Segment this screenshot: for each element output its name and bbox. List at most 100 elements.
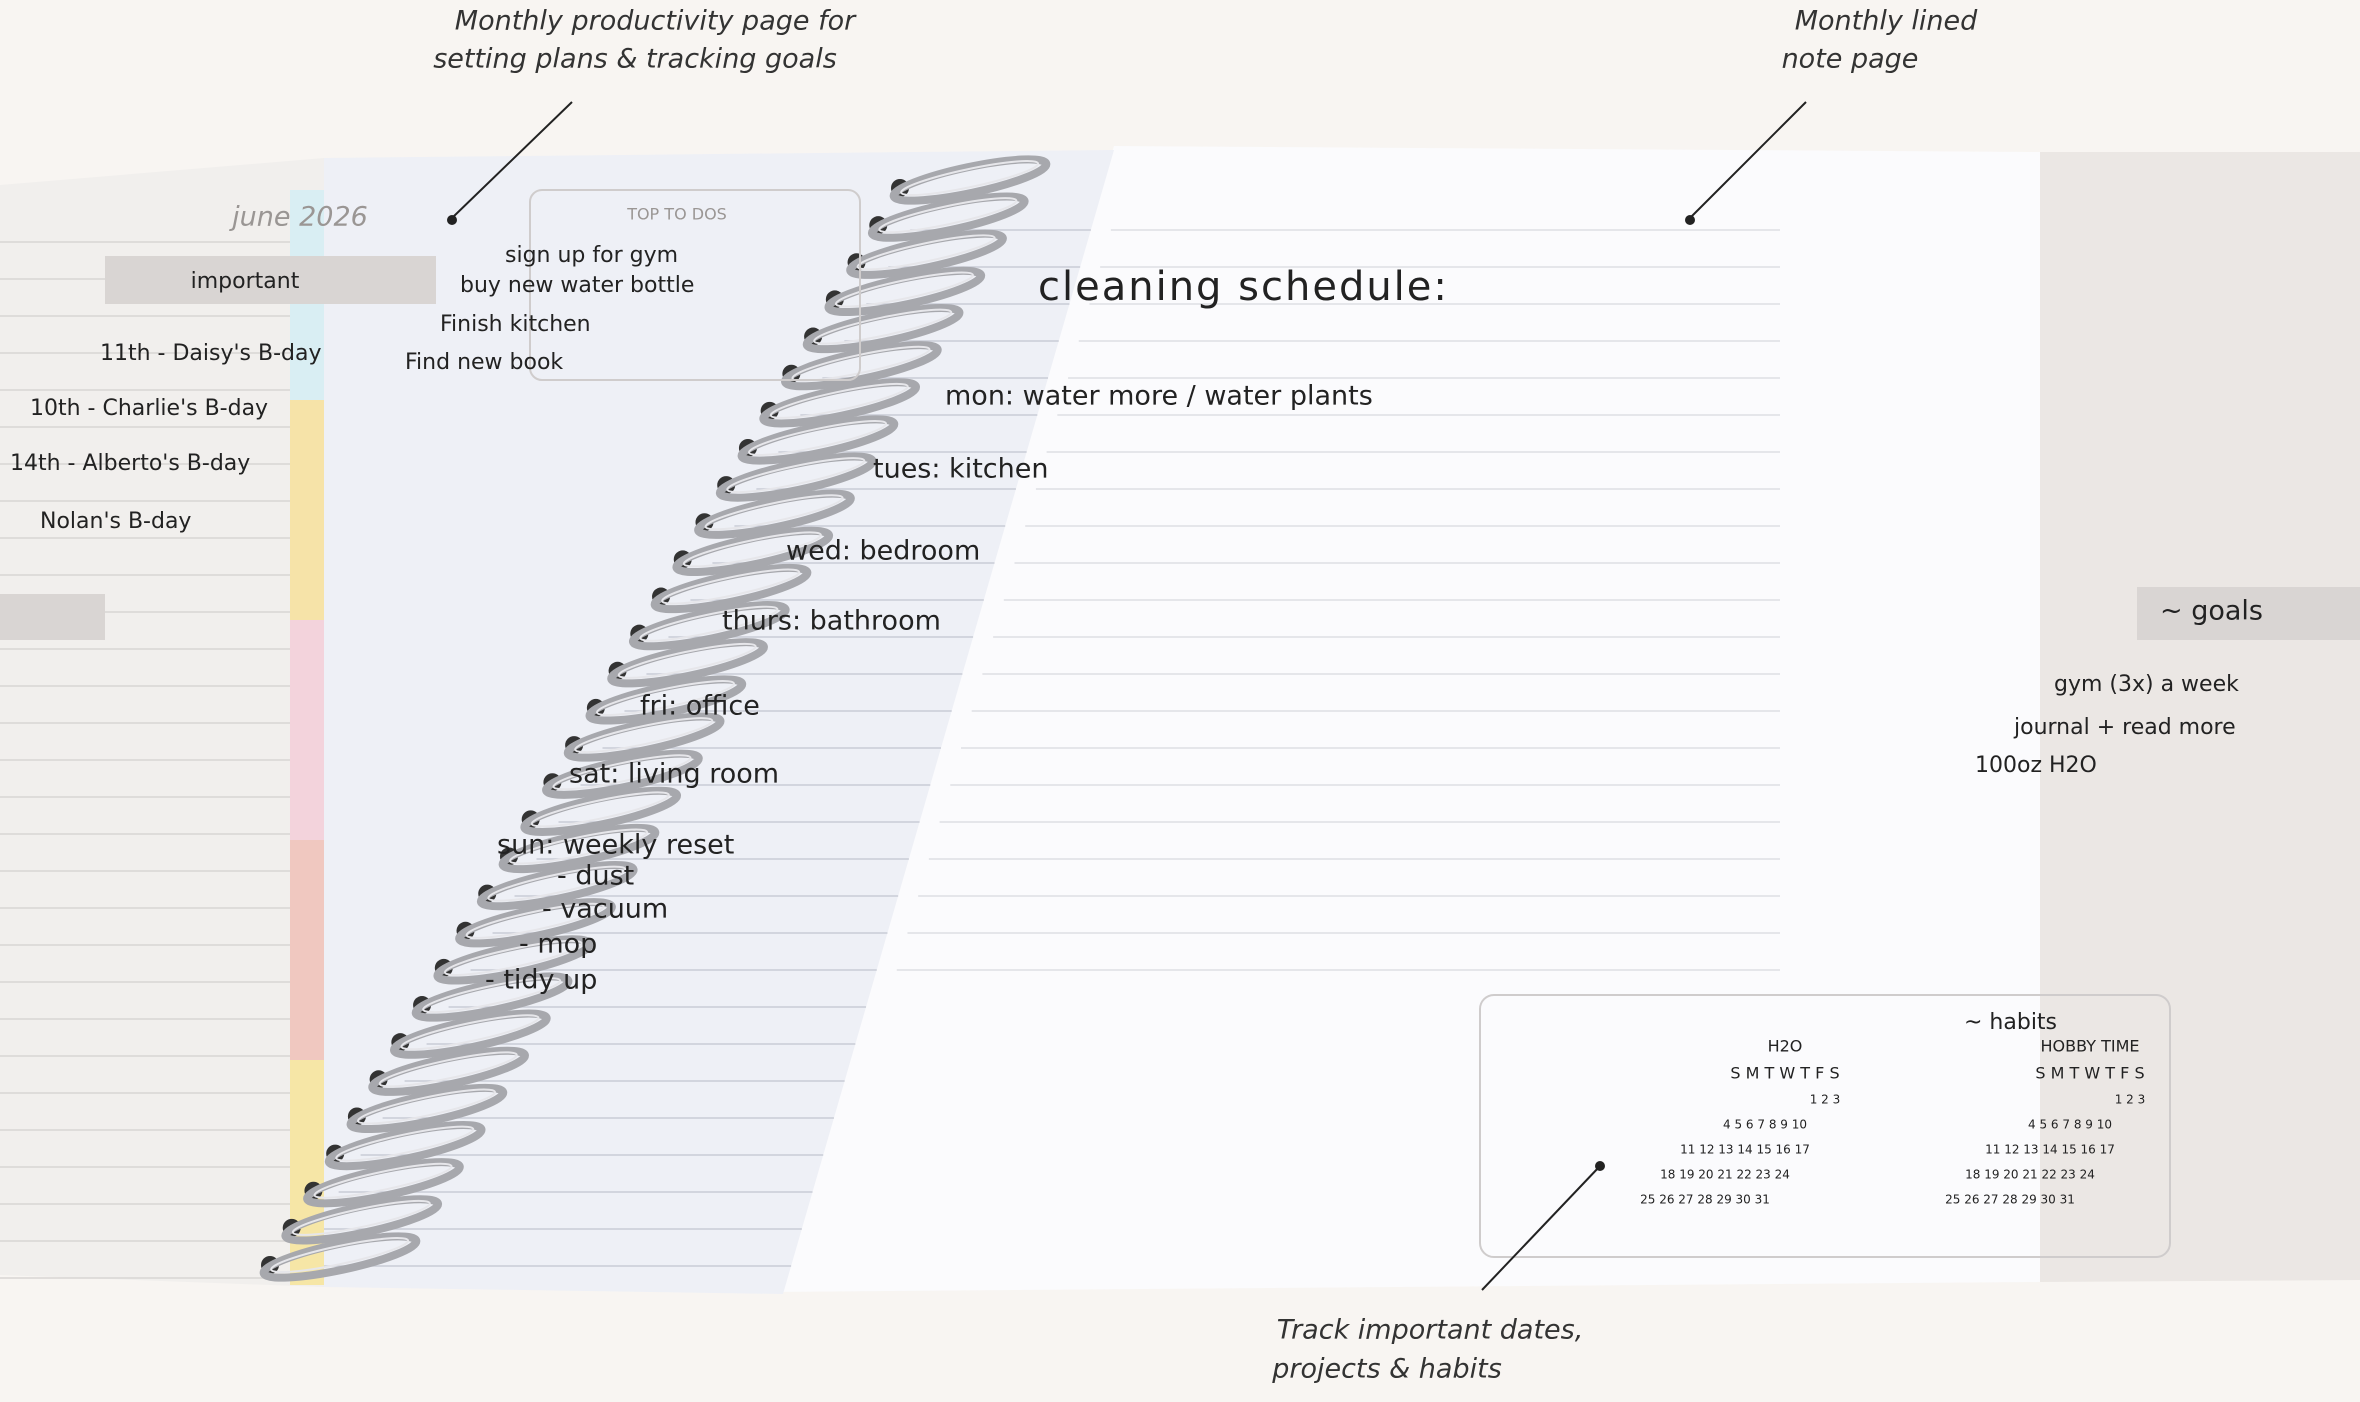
- note-line: sun: weekly reset: [497, 830, 734, 861]
- tab: [290, 620, 324, 840]
- annotation: Monthly productivity page for: [455, 6, 857, 37]
- coil: [585, 675, 747, 725]
- annotation: projects & habits: [1271, 1354, 1502, 1385]
- coil: [715, 452, 877, 502]
- coil: [368, 1046, 529, 1096]
- tab: [290, 400, 324, 620]
- coil-shine: [530, 791, 670, 828]
- coil: [737, 415, 899, 465]
- coil-shine: [356, 1088, 496, 1125]
- coil: [476, 861, 638, 911]
- note-title: cleaning schedule:: [1038, 264, 1449, 310]
- coil-shine: [900, 160, 1040, 197]
- leader-dot: [447, 215, 457, 225]
- label: ~ habits: [1964, 1010, 2057, 1035]
- coil-shine: [748, 420, 888, 457]
- list-item: 14th - Alberto's B-day: [10, 451, 250, 476]
- goal: gym (3x) a week: [2054, 672, 2239, 697]
- tracker-week: 11 12 13 14 15 16 17: [1985, 1143, 2115, 1157]
- tracker-week: 18 19 20 21 22 23 24: [1660, 1168, 1790, 1182]
- note-line: wed: bedroom: [786, 536, 980, 567]
- leader-line: [1689, 101, 1807, 219]
- coil: [542, 749, 703, 799]
- coil-shine: [335, 1125, 475, 1162]
- note-line: fri: office: [640, 691, 760, 722]
- note-line: tues: kitchen: [873, 454, 1048, 485]
- note-line: thurs: bathroom: [722, 606, 941, 637]
- tracker-week: 11 12 13 14 15 16 17: [1680, 1143, 1810, 1157]
- coil-shine: [270, 1237, 410, 1274]
- tracker-week: 25 26 27 28 29 30 31: [1945, 1193, 2075, 1207]
- coil: [694, 489, 855, 539]
- coil: [390, 1009, 551, 1059]
- coil: [520, 786, 682, 836]
- note-line: - vacuum: [542, 894, 668, 925]
- month: june 2026: [228, 202, 368, 233]
- list-item: 10th - Charlie's B-day: [30, 396, 268, 421]
- coil-shine: [617, 642, 757, 679]
- tracker-week: 1 2 3: [2115, 1093, 2146, 1107]
- coil-shine: [726, 457, 866, 494]
- coil: [867, 192, 1029, 242]
- todo-item: sign up for gym: [505, 243, 678, 268]
- tracker-week: 4 5 6 7 8 9 10: [1723, 1118, 1807, 1132]
- coil: [824, 266, 986, 317]
- coil: [672, 526, 834, 576]
- tracker-week: 25 26 27 28 29 30 31: [1640, 1193, 1770, 1207]
- label-band: [2137, 587, 2360, 640]
- note-line: - tidy up: [485, 965, 597, 996]
- coil: [259, 1232, 421, 1282]
- coil-shine: [834, 271, 974, 308]
- note-line: - mop: [519, 929, 597, 960]
- coil: [346, 1083, 508, 1134]
- tracker-week: 4 5 6 7 8 9 10: [2028, 1118, 2112, 1132]
- coil-shine: [856, 234, 996, 271]
- coil-shine: [595, 679, 735, 716]
- coil-shine: [574, 717, 714, 754]
- annotation: Track important dates,: [1277, 1315, 1584, 1346]
- coil-shine: [487, 865, 627, 902]
- todo-item: Finish kitchen: [440, 312, 591, 337]
- tracker-week: 1 2 3: [1810, 1093, 1841, 1107]
- tracker-weekdays: S M T W T F S: [1730, 1064, 1839, 1083]
- coil: [781, 341, 942, 391]
- coil: [498, 823, 660, 874]
- tracker-name: HOBBY TIME: [2041, 1037, 2140, 1056]
- todo-item: buy new water bottle: [460, 273, 694, 298]
- coil-shine: [878, 197, 1018, 234]
- goal: journal + read more: [2013, 715, 2236, 740]
- coil: [607, 638, 768, 688]
- todo-item: Find new book: [405, 350, 563, 375]
- coil: [802, 303, 964, 354]
- leader-dot: [1685, 215, 1695, 225]
- coil: [650, 563, 812, 614]
- coil-shine: [769, 382, 909, 419]
- todo-box: [529, 189, 861, 381]
- coil-shine: [509, 828, 649, 865]
- coil-shine: [313, 1162, 453, 1199]
- coil: [411, 972, 573, 1022]
- coil-shine: [552, 754, 692, 791]
- coil: [281, 1195, 443, 1245]
- label: important: [191, 269, 300, 294]
- coil: [303, 1158, 464, 1208]
- right-page: [768, 146, 2040, 1292]
- leader-line: [1481, 1165, 1601, 1291]
- annotation: note page: [1782, 44, 1919, 75]
- coil: [324, 1120, 486, 1171]
- note-line: mon: water more / water plants: [945, 381, 1373, 412]
- tracker-name: H2O: [1768, 1037, 1803, 1056]
- list-item: 11th - Daisy's B-day: [100, 341, 322, 366]
- coil-shine: [378, 1051, 518, 1088]
- leader-dot: [1595, 1161, 1605, 1171]
- habits-box: [1479, 994, 2171, 1258]
- coil-shine: [422, 977, 562, 1014]
- tracker-weekdays: S M T W T F S: [2035, 1064, 2144, 1083]
- spiral: [259, 155, 1051, 1282]
- coil: [455, 898, 616, 948]
- label: ~ goals: [2160, 596, 2263, 627]
- todo-title: TOP TO DOS: [626, 205, 727, 224]
- coil: [433, 935, 595, 985]
- coil: [628, 601, 790, 651]
